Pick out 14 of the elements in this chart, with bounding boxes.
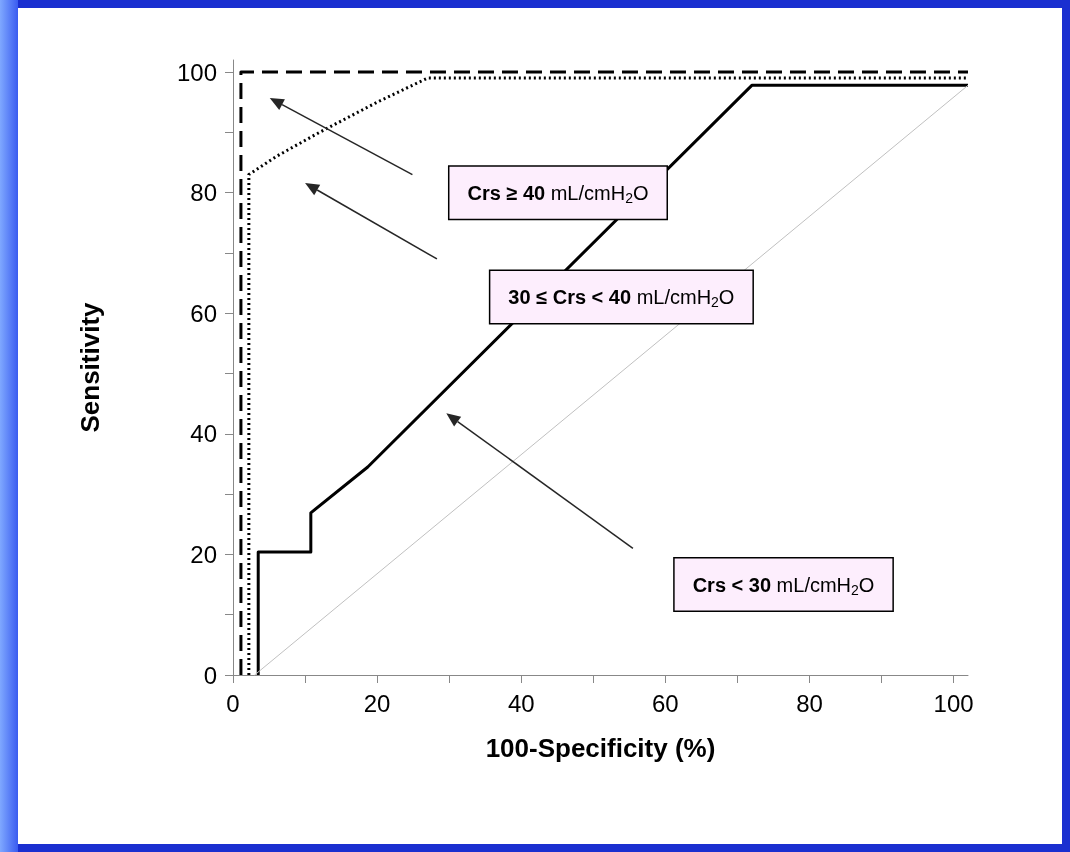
x-axis-title: 100-Specificity (%) bbox=[485, 733, 716, 763]
x-tick-label: 60 bbox=[652, 689, 679, 717]
y-tick-label: 20 bbox=[190, 540, 217, 568]
y-axis-title: Sensitivity bbox=[75, 301, 105, 433]
y-tick-label: 60 bbox=[190, 299, 217, 327]
y-tick-label: 0 bbox=[203, 661, 217, 689]
y-tick-label: 100 bbox=[176, 58, 217, 86]
x-tick-label: 40 bbox=[507, 689, 535, 717]
x-tick-label: 80 bbox=[796, 689, 823, 717]
x-tick-label: 20 bbox=[363, 689, 391, 717]
y-tick-label: 80 bbox=[190, 179, 217, 207]
x-tick-label: 100 bbox=[933, 689, 974, 717]
x-tick-label: 0 bbox=[226, 689, 240, 717]
y-tick-label: 40 bbox=[190, 420, 217, 448]
